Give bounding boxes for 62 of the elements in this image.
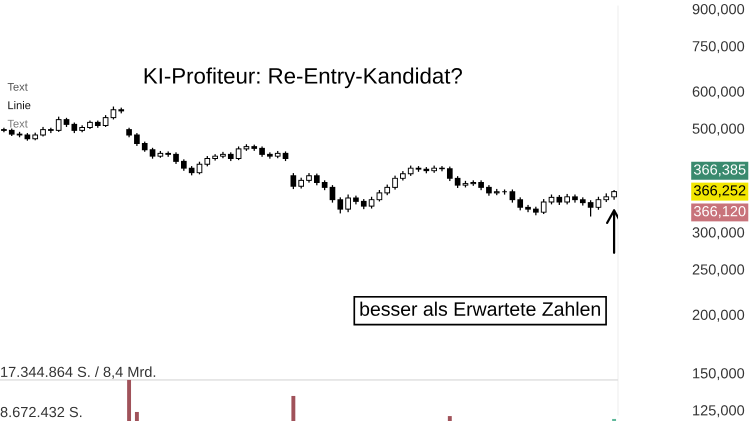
text: KI-Profiteur: Re-Entry-Kandidat? xyxy=(144,67,462,88)
candlestick xyxy=(470,180,476,186)
y-tick-label: 250,000 xyxy=(692,264,744,276)
ref-line-label: 17.344.864 S. / 8,4 Mrd. xyxy=(1,366,156,379)
candlestick xyxy=(376,190,382,202)
candlestick xyxy=(384,184,390,196)
annotation: Text xyxy=(8,83,28,91)
text: 366,120 xyxy=(694,206,746,218)
candlestick xyxy=(330,185,336,203)
y-tick-label: 200,000 xyxy=(692,310,744,322)
candlestick xyxy=(102,115,108,127)
candlestick xyxy=(510,189,516,203)
candlestick xyxy=(345,194,351,212)
candlestick xyxy=(181,159,187,171)
candlestick xyxy=(314,174,320,186)
y-tick-label: 900,000 xyxy=(692,4,744,16)
candlestick xyxy=(446,166,453,182)
annotation: besser als Erwartete Zahlen xyxy=(360,302,600,316)
candlestick xyxy=(134,133,140,146)
text: 366,252 xyxy=(694,185,746,198)
candlestick xyxy=(540,199,547,214)
candlestick xyxy=(564,194,570,204)
candlestick xyxy=(368,196,374,209)
text: 366,385 xyxy=(694,164,746,176)
y-tick-label: 125,000 xyxy=(693,405,744,418)
candlestick xyxy=(502,189,508,195)
candlestick xyxy=(408,166,414,176)
candlestick xyxy=(424,167,430,174)
candlestick xyxy=(494,188,500,196)
y-tick-label: 500,000 xyxy=(692,123,744,136)
annotation: Text xyxy=(8,120,28,128)
candlestick xyxy=(110,106,116,120)
candlestick xyxy=(298,178,304,189)
candlestick xyxy=(236,146,242,160)
candlestick xyxy=(150,148,156,159)
candlestick xyxy=(337,197,344,214)
candlestick xyxy=(56,116,62,132)
bar xyxy=(134,412,139,421)
candlestick xyxy=(196,162,202,174)
y-tick-label: 300,000 xyxy=(692,227,744,240)
y-tick-label: 600,000 xyxy=(692,86,744,98)
candlestick xyxy=(517,197,524,210)
candlestick xyxy=(486,185,492,196)
candlestick xyxy=(259,146,265,157)
y-tick-label: 150,000 xyxy=(693,368,744,380)
candlestick xyxy=(454,176,460,188)
annotation: 8.672.432 S. xyxy=(0,406,82,418)
candlestick xyxy=(290,173,296,190)
candlestick xyxy=(118,108,124,114)
bar xyxy=(448,416,452,421)
candlestick xyxy=(596,196,602,210)
candlestick xyxy=(588,200,594,217)
bar xyxy=(291,396,296,421)
bar xyxy=(127,380,132,421)
y-tick-label: 750,000 xyxy=(692,41,744,54)
candlestick xyxy=(71,122,78,134)
candlestick xyxy=(204,156,210,166)
candlestick xyxy=(392,176,398,190)
candlestick xyxy=(48,128,54,134)
annotation: Linie xyxy=(8,101,30,110)
candlestick xyxy=(165,151,172,157)
candlestick xyxy=(173,152,179,164)
